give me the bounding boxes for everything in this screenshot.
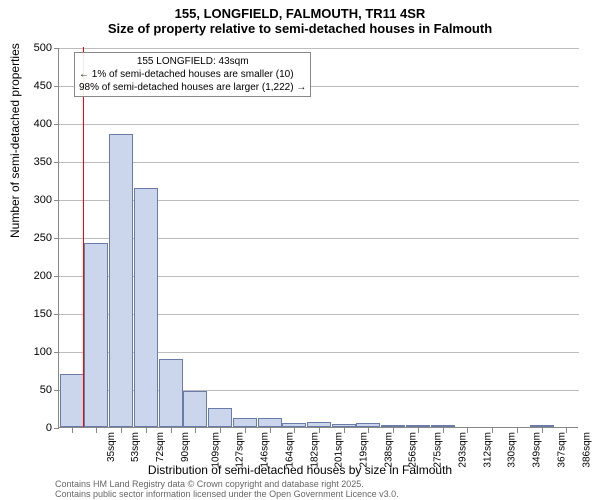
xtick-mark — [245, 428, 246, 433]
histogram-bar — [233, 418, 257, 427]
histogram-bar — [134, 188, 158, 427]
chart-title: 155, LONGFIELD, FALMOUTH, TR11 4SR — [0, 0, 600, 21]
histogram-bar — [60, 374, 84, 427]
ytick-mark — [54, 390, 59, 391]
x-axis-label: Distribution of semi-detached houses by … — [0, 463, 600, 477]
xtick-mark — [72, 428, 73, 433]
xtick-mark — [418, 428, 419, 433]
histogram-bar — [282, 423, 306, 427]
ytick-label: 50 — [12, 384, 52, 396]
xtick-mark — [270, 428, 271, 433]
histogram-bar — [431, 425, 455, 427]
chart-area: 05010015020025030035040045050035sqm53sqm… — [58, 48, 578, 428]
xtick-mark — [542, 428, 543, 433]
xtick-mark — [517, 428, 518, 433]
chart-container: 155, LONGFIELD, FALMOUTH, TR11 4SR Size … — [0, 0, 600, 500]
xtick-label: 53sqm — [130, 432, 141, 462]
xtick-label: 72sqm — [155, 432, 166, 462]
annotation-larger: 98% of semi-detached houses are larger (… — [79, 81, 306, 94]
ytick-mark — [54, 48, 59, 49]
histogram-bar — [109, 134, 133, 427]
gridline — [59, 48, 579, 49]
xtick-mark — [443, 428, 444, 433]
ytick-mark — [54, 314, 59, 315]
gridline — [59, 162, 579, 163]
y-axis-label: Number of semi-detached properties — [8, 43, 22, 238]
ytick-mark — [54, 238, 59, 239]
xtick-mark — [368, 428, 369, 433]
annotation-title: 155 LONGFIELD: 43sqm — [79, 55, 306, 68]
ytick-mark — [54, 200, 59, 201]
ytick-label: 200 — [12, 270, 52, 282]
histogram-bar — [530, 425, 554, 427]
reference-annotation: 155 LONGFIELD: 43sqm ← 1% of semi-detach… — [74, 52, 311, 97]
xtick-mark — [146, 428, 147, 433]
histogram-bar — [84, 243, 108, 427]
xtick-label: 90sqm — [180, 432, 191, 462]
reference-line — [83, 47, 84, 427]
histogram-bar — [183, 391, 207, 427]
ytick-mark — [54, 352, 59, 353]
histogram-bar — [406, 425, 430, 427]
histogram-bar — [332, 424, 356, 427]
ytick-mark — [54, 162, 59, 163]
gridline — [59, 124, 579, 125]
xtick-mark — [220, 428, 221, 433]
attribution-text: Contains HM Land Registry data © Crown c… — [55, 480, 399, 500]
ytick-mark — [54, 276, 59, 277]
xtick-mark — [492, 428, 493, 433]
histogram-bar — [159, 359, 183, 427]
chart-subtitle: Size of property relative to semi-detach… — [0, 21, 600, 40]
xtick-mark — [319, 428, 320, 433]
xtick-mark — [393, 428, 394, 433]
xtick-mark — [121, 428, 122, 433]
xtick-mark — [344, 428, 345, 433]
xtick-mark — [294, 428, 295, 433]
histogram-bar — [208, 408, 232, 427]
ytick-label: 0 — [12, 422, 52, 434]
ytick-mark — [54, 86, 59, 87]
histogram-bar — [381, 425, 405, 427]
xtick-mark — [96, 428, 97, 433]
xtick-mark — [195, 428, 196, 433]
xtick-mark — [171, 428, 172, 433]
histogram-bar — [307, 422, 331, 427]
ytick-label: 150 — [12, 308, 52, 320]
ytick-mark — [54, 428, 59, 429]
xtick-mark — [467, 428, 468, 433]
ytick-mark — [54, 124, 59, 125]
histogram-bar — [258, 418, 282, 427]
ytick-label: 100 — [12, 346, 52, 358]
attribution-line2: Contains public sector information licen… — [55, 490, 399, 500]
plot-region: 05010015020025030035040045050035sqm53sqm… — [58, 48, 578, 428]
xtick-label: 35sqm — [106, 432, 117, 462]
annotation-smaller: ← 1% of semi-detached houses are smaller… — [79, 68, 306, 81]
xtick-mark — [566, 428, 567, 433]
histogram-bar — [356, 423, 380, 427]
